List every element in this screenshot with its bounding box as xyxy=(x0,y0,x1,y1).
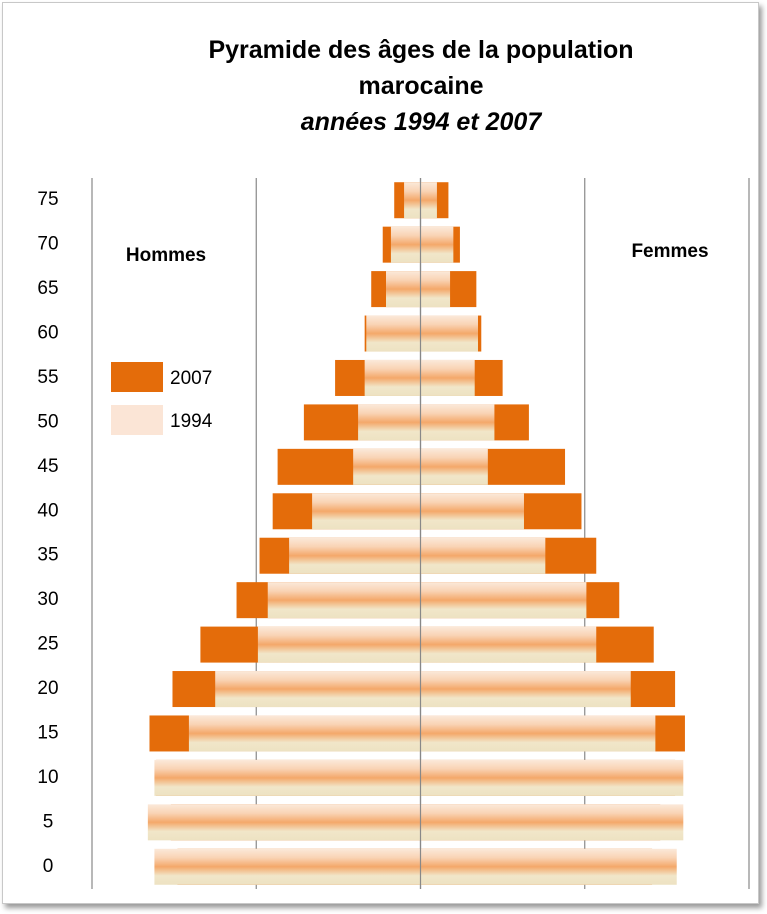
bar-femmes xyxy=(420,226,454,263)
bar-hommes xyxy=(257,626,421,663)
y-tick-label: 60 xyxy=(37,323,58,344)
y-tick-label: 65 xyxy=(37,278,58,299)
y-tick-label: 75 xyxy=(37,189,58,210)
bar-hommes xyxy=(386,271,421,308)
legend-label: 2007 xyxy=(170,368,212,389)
bar-femmes xyxy=(420,404,495,441)
chart-title: Pyramide des âges de la population maroc… xyxy=(208,36,634,100)
y-tick-label: 40 xyxy=(37,500,58,521)
y-tick-label: 5 xyxy=(43,811,54,832)
bar-hommes xyxy=(364,359,421,396)
side-label-hommes: Hommes xyxy=(126,245,206,266)
y-tick-label: 10 xyxy=(37,767,58,788)
bar-hommes xyxy=(289,537,421,574)
bar-femmes xyxy=(420,315,478,352)
y-tick-label: 35 xyxy=(37,545,58,566)
bar-femmes xyxy=(420,537,546,574)
bar-hommes xyxy=(366,315,421,352)
side-label-femmes: Femmes xyxy=(631,241,708,262)
bar-hommes xyxy=(390,226,421,263)
bar-femmes xyxy=(420,271,451,308)
bar-hommes xyxy=(404,182,421,219)
y-tick-label: 70 xyxy=(37,234,58,255)
bar-femmes xyxy=(420,182,437,219)
legend-swatch xyxy=(111,362,163,392)
bar-femmes xyxy=(420,715,656,752)
bar-femmes xyxy=(420,582,587,619)
bar-hommes xyxy=(215,671,421,708)
bar-hommes xyxy=(353,448,421,485)
bar-femmes xyxy=(420,848,677,885)
y-tick-label: 50 xyxy=(37,411,58,432)
bar-hommes xyxy=(188,715,421,752)
legend-swatch xyxy=(111,405,163,435)
bar-hommes xyxy=(358,404,421,441)
bar-femmes xyxy=(420,448,488,485)
y-tick-label: 30 xyxy=(37,589,58,610)
y-tick-label: 55 xyxy=(37,367,58,388)
chart-subtitle: années 1994 et 2007 xyxy=(300,108,542,136)
bar-femmes xyxy=(420,759,684,796)
bar-femmes xyxy=(420,493,524,530)
bar-femmes xyxy=(420,626,597,663)
y-tick-label: 25 xyxy=(37,634,58,655)
bar-hommes xyxy=(312,493,421,530)
bar-hommes xyxy=(154,759,421,796)
bar-femmes xyxy=(420,804,684,841)
bar-femmes xyxy=(420,671,631,708)
bar-hommes xyxy=(267,582,421,619)
bar-femmes xyxy=(420,359,475,396)
bar-hommes xyxy=(147,804,421,841)
y-tick-label: 45 xyxy=(37,456,58,477)
legend-label: 1994 xyxy=(170,411,213,432)
bar-hommes xyxy=(154,848,421,885)
y-tick-label: 20 xyxy=(37,678,58,699)
y-tick-label: 15 xyxy=(37,722,58,743)
y-tick-label: 0 xyxy=(43,856,54,877)
